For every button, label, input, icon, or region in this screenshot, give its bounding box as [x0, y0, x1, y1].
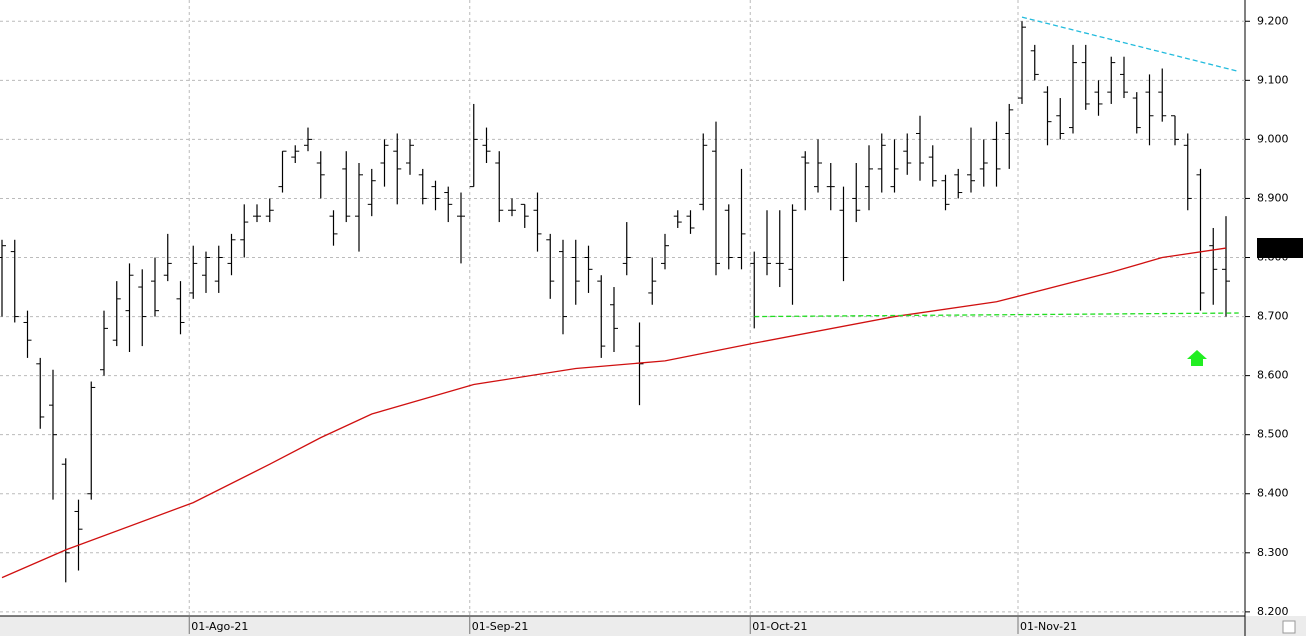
x-tick-label: 01-Ago-21 [191, 620, 248, 633]
y-tick-label: 9.200 [1257, 14, 1289, 27]
y-tick-label: 8.600 [1257, 369, 1289, 382]
up-arrow [1187, 350, 1207, 366]
corner-icon [1282, 620, 1296, 634]
x-tick-label: 01-Oct-21 [752, 620, 807, 633]
x-axis-strip [0, 616, 1306, 636]
y-tick-label: 8.800 [1257, 251, 1289, 264]
y-tick-label: 9.100 [1257, 73, 1289, 86]
trend-line [754, 312, 1239, 318]
x-tick-label: 01-Nov-21 [1020, 620, 1077, 633]
price-marker [1257, 238, 1303, 258]
y-tick-label: 8.900 [1257, 191, 1289, 204]
trend-line [1021, 16, 1239, 73]
moving-average [1, 247, 1227, 579]
y-tick-label: 9.000 [1257, 132, 1289, 145]
y-tick-label: 8.400 [1257, 487, 1289, 500]
y-tick-label: 8.300 [1257, 546, 1289, 559]
y-tick-label: 8.200 [1257, 605, 1289, 618]
x-tick-label: 01-Sep-21 [472, 620, 529, 633]
y-tick-label: 8.500 [1257, 428, 1289, 441]
y-tick-label: 8.700 [1257, 310, 1289, 323]
